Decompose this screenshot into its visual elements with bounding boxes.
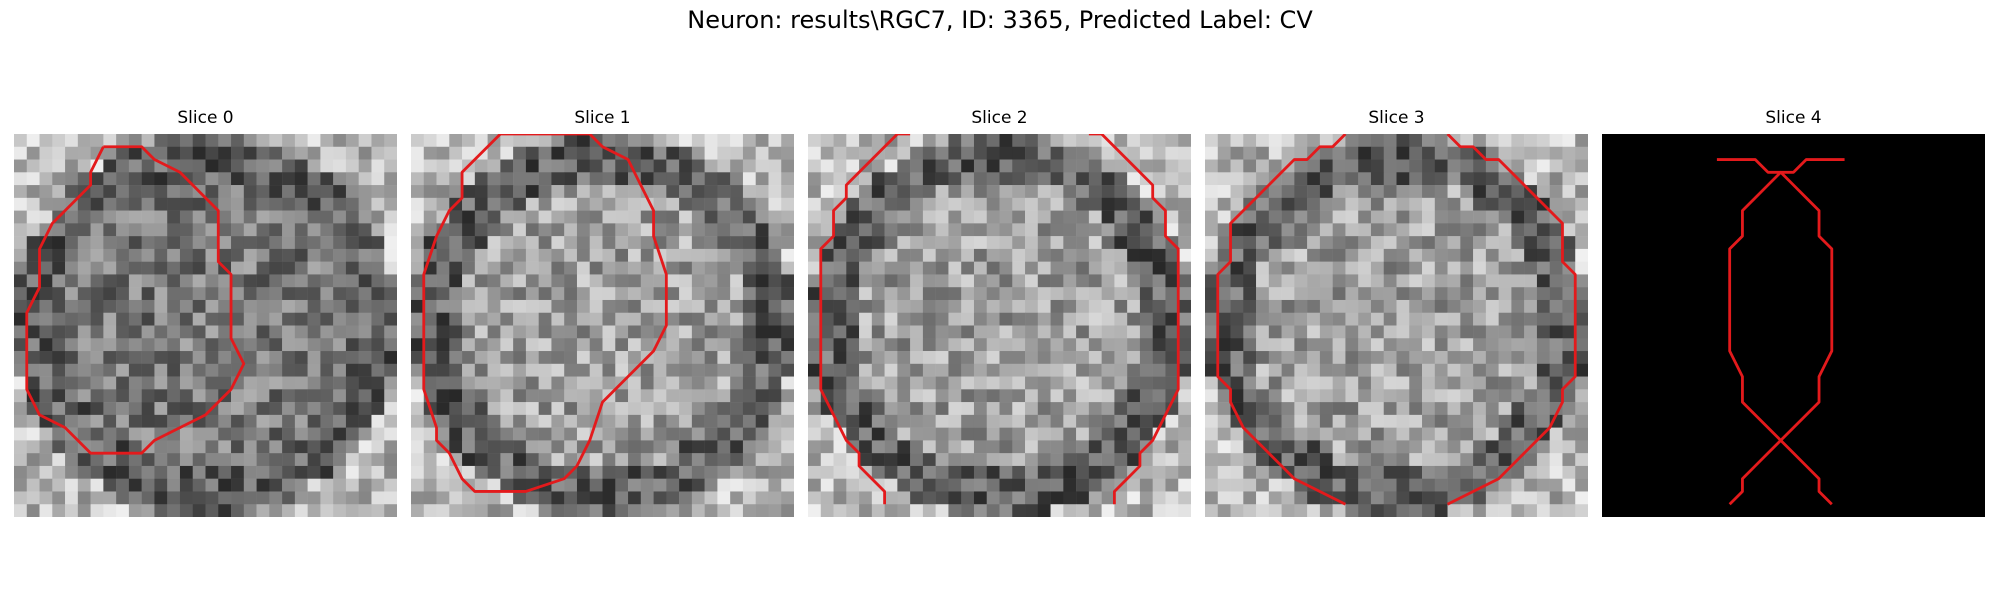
panel-title-slice-3: Slice 3 xyxy=(1368,108,1425,128)
panel-slice-1 xyxy=(411,134,794,517)
panel-title-slice-2: Slice 2 xyxy=(971,108,1028,128)
contour-line xyxy=(1216,134,1347,506)
figure-title: Neuron: results\RGC7, ID: 3365, Predicte… xyxy=(687,6,1313,34)
slice-image xyxy=(808,134,1191,517)
contour-line xyxy=(25,145,246,455)
contour-line xyxy=(1716,158,1834,506)
slice-image xyxy=(411,134,794,517)
slice-image xyxy=(14,134,397,517)
contour-line xyxy=(422,134,668,493)
contour-line xyxy=(819,134,911,505)
panel-slice-3 xyxy=(1205,134,1588,517)
contour-line-right xyxy=(1446,134,1577,506)
panel-slice-4 xyxy=(1602,134,1985,517)
contour-line-right xyxy=(1728,158,1845,506)
panel-slice-2 xyxy=(808,134,1191,517)
contour-line-right xyxy=(1088,134,1180,505)
panel-title-slice-0: Slice 0 xyxy=(177,108,234,128)
panel-title-slice-4: Slice 4 xyxy=(1765,108,1822,128)
slice-image xyxy=(1602,134,1985,517)
panel-slice-0 xyxy=(14,134,397,517)
panel-title-slice-1: Slice 1 xyxy=(574,108,631,128)
